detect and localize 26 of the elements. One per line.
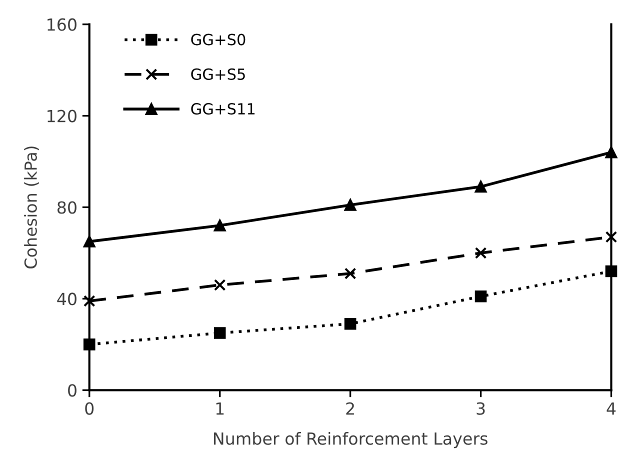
point <box>605 231 618 243</box>
point <box>474 180 487 193</box>
y-tick-label: 160 <box>48 18 76 31</box>
y-axis-title: Cohesion (kPa) <box>24 146 39 268</box>
x-tick-label: 2 <box>346 402 354 415</box>
x-tick-label: 1 <box>216 402 224 415</box>
y-tick-label: 120 <box>48 110 76 122</box>
y-tick-label: 80 <box>57 201 76 214</box>
legend-label: GG+S0 <box>191 34 246 46</box>
point <box>83 295 96 307</box>
point <box>214 220 226 232</box>
point <box>474 247 487 259</box>
y-tick-label: 40 <box>57 292 76 306</box>
x-tick-label: 0 <box>85 402 94 415</box>
x-axis-title: Number of Reinforcement Layers <box>214 432 488 448</box>
point <box>474 290 487 302</box>
x-tick-label: 3 <box>476 402 485 415</box>
legend-label: GG+S5 <box>191 68 245 80</box>
x-tick-label: 4 <box>606 402 616 415</box>
point <box>214 327 226 339</box>
y-tick-label: 0 <box>68 384 76 397</box>
point <box>214 279 226 291</box>
point <box>344 199 356 211</box>
legend-label: GG+S11 <box>191 103 255 115</box>
point <box>344 268 356 280</box>
point <box>344 318 356 330</box>
